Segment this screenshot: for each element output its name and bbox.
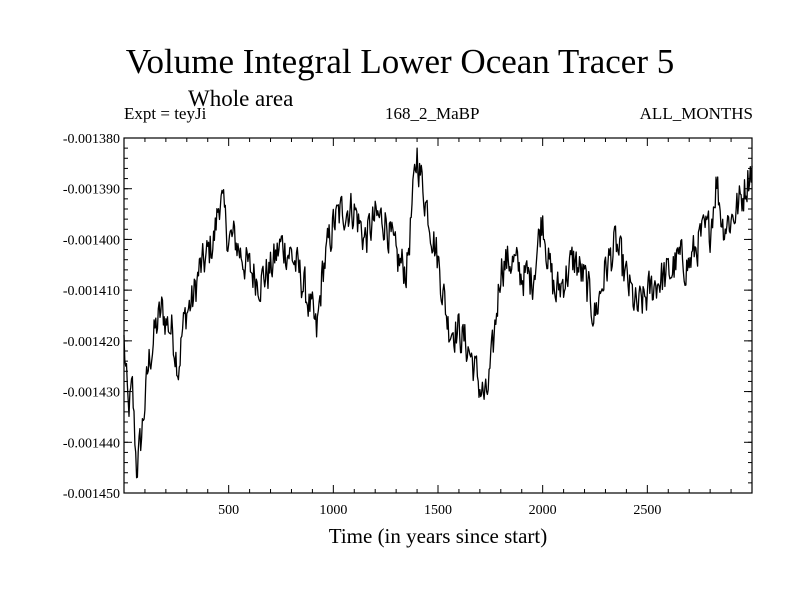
plot-frame [123,137,753,494]
y-tick-label: -0.001420 [63,335,120,350]
x-tick-label: 2000 [529,503,557,518]
x-tick-label: 1500 [424,503,452,518]
series-line [123,147,753,479]
period-label: 168_2_MaBP [385,104,480,123]
x-tick-label: 2500 [633,503,661,518]
y-tick-label: -0.001400 [63,233,120,248]
x-axis-label: Time (in years since start) [328,524,548,548]
axis-ticks: -0.001380 -0.001390 -0.001400 -0.001410 -0.0… [63,132,752,518]
y-tick-label: -0.001440 [63,436,120,451]
x-tick-label: 500 [218,503,239,518]
x-tick-label: 1000 [319,503,347,518]
series-layer [123,147,753,479]
chart-title: Volume Integral Lower Ocean Tracer 5 [125,42,675,81]
y-tick-label: -0.001390 [63,183,120,198]
y-tick-label: -0.001450 [63,487,120,502]
y-tick-label: -0.001410 [63,284,120,299]
y-tick-label: -0.001380 [63,132,120,147]
months-label: ALL_MONTHS [639,104,753,123]
chart-subtitle: Whole area [188,86,294,111]
experiment-label: Expt = teyJi [124,104,207,123]
y-tick-label: -0.001430 [63,386,120,401]
